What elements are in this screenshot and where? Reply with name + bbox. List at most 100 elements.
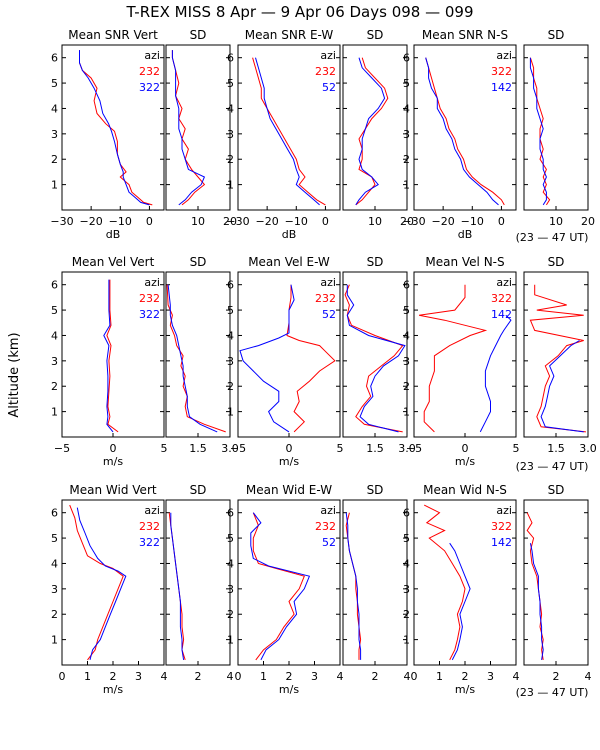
panel-9: SD 1.5 3.0: [342, 255, 416, 455]
panel-7-xtick-label-0: 1.5: [189, 442, 207, 455]
panel-1-xtick-label-0: 10: [191, 215, 205, 228]
panel-12-ytick-label-1: 2: [51, 608, 58, 621]
panel-12-ytick-label-2: 3: [51, 583, 58, 596]
panel-6-ytick-label-5: 6: [51, 279, 58, 292]
panel-2-legend-title: azi: [320, 49, 336, 62]
panel-4-xtick-label-3: 0: [498, 215, 505, 228]
panel-10-xtick-label-2: 5: [513, 442, 520, 455]
panel-5-xtick-label-1: 20: [581, 215, 595, 228]
panel-12-xtick-label-1: 1: [84, 670, 91, 683]
panel-6: Mean Vel Vert 1 2 3 4 5 6 −5 0 5 m/s azi 232 322: [51, 255, 168, 468]
panel-1-title: SD: [190, 28, 207, 42]
panel-14-frame: [237, 499, 341, 666]
panel-9-series-blue-1: [346, 284, 406, 433]
panel-10-ytick-label-5: 6: [403, 279, 410, 292]
panel-16-legend-title: azi: [496, 504, 512, 517]
panel-8-legend-title: azi: [320, 276, 336, 289]
panel-14: Mean Wid E-W 1 2 3 4 5 6 0 1 2 3 4 m/s azi 232 52: [227, 483, 344, 696]
panel-6-legend-blue: 322: [139, 308, 160, 321]
panel-5: SD 10 20: [523, 28, 595, 228]
panel-11-title: SD: [548, 255, 565, 269]
panel-9-frame: [342, 271, 408, 438]
panel-7-title: SD: [190, 255, 207, 269]
panel-8-title: Mean Vel E-W: [248, 255, 330, 269]
panel-8-xtick-label-1: 0: [286, 442, 293, 455]
time-range-label-row2: (23 — 47 UT): [516, 460, 589, 473]
panel-16-ytick-label-4: 5: [403, 532, 410, 545]
panel-2-xlabel: dB: [282, 228, 297, 241]
panel-10-title: Mean Vel N-S: [425, 255, 504, 269]
panel-2-series-blue-1: [255, 57, 320, 206]
panel-12-series-red-0: [69, 504, 124, 661]
panel-12-ytick-label-5: 6: [51, 507, 58, 520]
panel-11-xtick-label-0: 1.5: [547, 442, 565, 455]
panel-4-ytick-label-1: 2: [403, 153, 410, 166]
panel-9-title: SD: [367, 255, 384, 269]
panel-6-xtick-label-0: −5: [54, 442, 70, 455]
panel-5-series-blue-1: [529, 57, 547, 206]
panel-9-series-red-0: [344, 284, 404, 433]
panel-14-series-red-0: [252, 512, 305, 661]
panel-6-legend-red: 232: [139, 292, 160, 305]
panel-4-series-blue-1: [425, 57, 499, 206]
time-range-label-row3: (23 — 47 UT): [516, 686, 589, 699]
panel-14-xlabel: m/s: [279, 683, 299, 696]
panel-17-xtick-label-0: 2: [553, 670, 560, 683]
panel-5-xtick-label-0: 10: [549, 215, 563, 228]
panel-16-ytick-label-1: 2: [403, 608, 410, 621]
panel-8-ytick-label-3: 4: [227, 329, 234, 342]
panel-2-ytick-label-5: 6: [227, 52, 234, 65]
panel-15-frame: [342, 499, 408, 666]
panel-1-xtick-label-1: 20: [223, 215, 237, 228]
panel-8-frame: [237, 271, 341, 438]
panel-12-xlabel: m/s: [103, 683, 123, 696]
panel-10-xtick-label-1: 0: [462, 442, 469, 455]
panel-2-ytick-label-2: 3: [227, 128, 234, 141]
panel-12-legend-title: azi: [144, 504, 160, 517]
y-axis-label: Altitude (km): [7, 332, 22, 417]
panel-12: Mean Wid Vert 1 2 3 4 5 6 0 1 2 3 4 m/s azi 232 322: [51, 483, 168, 696]
panel-0-legend-blue: 322: [139, 81, 160, 94]
panel-4-xtick-label-2: −10: [461, 215, 484, 228]
panel-16-legend-blue: 142: [491, 536, 512, 549]
panel-10-frame: [413, 271, 517, 438]
panel-8-ytick-label-2: 3: [227, 355, 234, 368]
panel-16-xtick-label-2: 2: [462, 670, 469, 683]
panel-8-xtick-label-2: 5: [337, 442, 344, 455]
panel-14-legend-red: 232: [315, 520, 336, 533]
panel-0-ytick-label-4: 5: [51, 77, 58, 90]
panel-14-xtick-label-1: 1: [260, 670, 267, 683]
panel-13-xtick-label-1: 4: [227, 670, 234, 683]
panel-12-xtick-label-0: 0: [59, 670, 66, 683]
panel-8-legend-red: 232: [315, 292, 336, 305]
panel-16-xtick-label-3: 3: [487, 670, 494, 683]
panel-12-ytick-label-3: 4: [51, 557, 58, 570]
panel-4-xtick-label-0: −30: [402, 215, 425, 228]
panel-6-ytick-label-3: 4: [51, 329, 58, 342]
panel-2-xtick-label-0: −30: [226, 215, 249, 228]
panel-4-legend-red: 322: [491, 65, 512, 78]
panel-0-series-red-0: [79, 50, 153, 206]
panel-0: Mean SNR Vert 1 2 3 4 5 6 −30 −20 −10 0 dB azi 232 322: [50, 28, 165, 241]
panel-4-series-red-0: [425, 57, 505, 206]
panel-15: SD 2 4: [342, 483, 411, 683]
panel-17-series-red-0: [526, 512, 544, 660]
panel-3-xtick-label-0: 10: [368, 215, 382, 228]
panel-15-series-blue-1: [345, 512, 362, 660]
panel-3-series-blue-1: [355, 57, 386, 206]
figure-title: T-REX MISS 8 Apr — 9 Apr 06 Days 098 — 0…: [126, 3, 474, 21]
panel-13-frame: [165, 499, 231, 666]
panel-4-ytick-label-5: 6: [403, 52, 410, 65]
panel-14-xtick-label-3: 3: [311, 670, 318, 683]
panel-12-legend-blue: 322: [139, 536, 160, 549]
panel-10-ytick-label-2: 3: [403, 355, 410, 368]
panel-2-frame: [237, 44, 341, 211]
panel-2-ytick-label-4: 5: [227, 77, 234, 90]
panel-6-ytick-label-0: 1: [51, 406, 58, 419]
panel-10-ytick-label-4: 5: [403, 304, 410, 317]
panel-0-xtick-label-2: −10: [109, 215, 132, 228]
panel-17-frame: [523, 499, 589, 666]
panel-0-xtick-label-0: −30: [50, 215, 73, 228]
panel-16-ytick-label-3: 4: [403, 557, 410, 570]
